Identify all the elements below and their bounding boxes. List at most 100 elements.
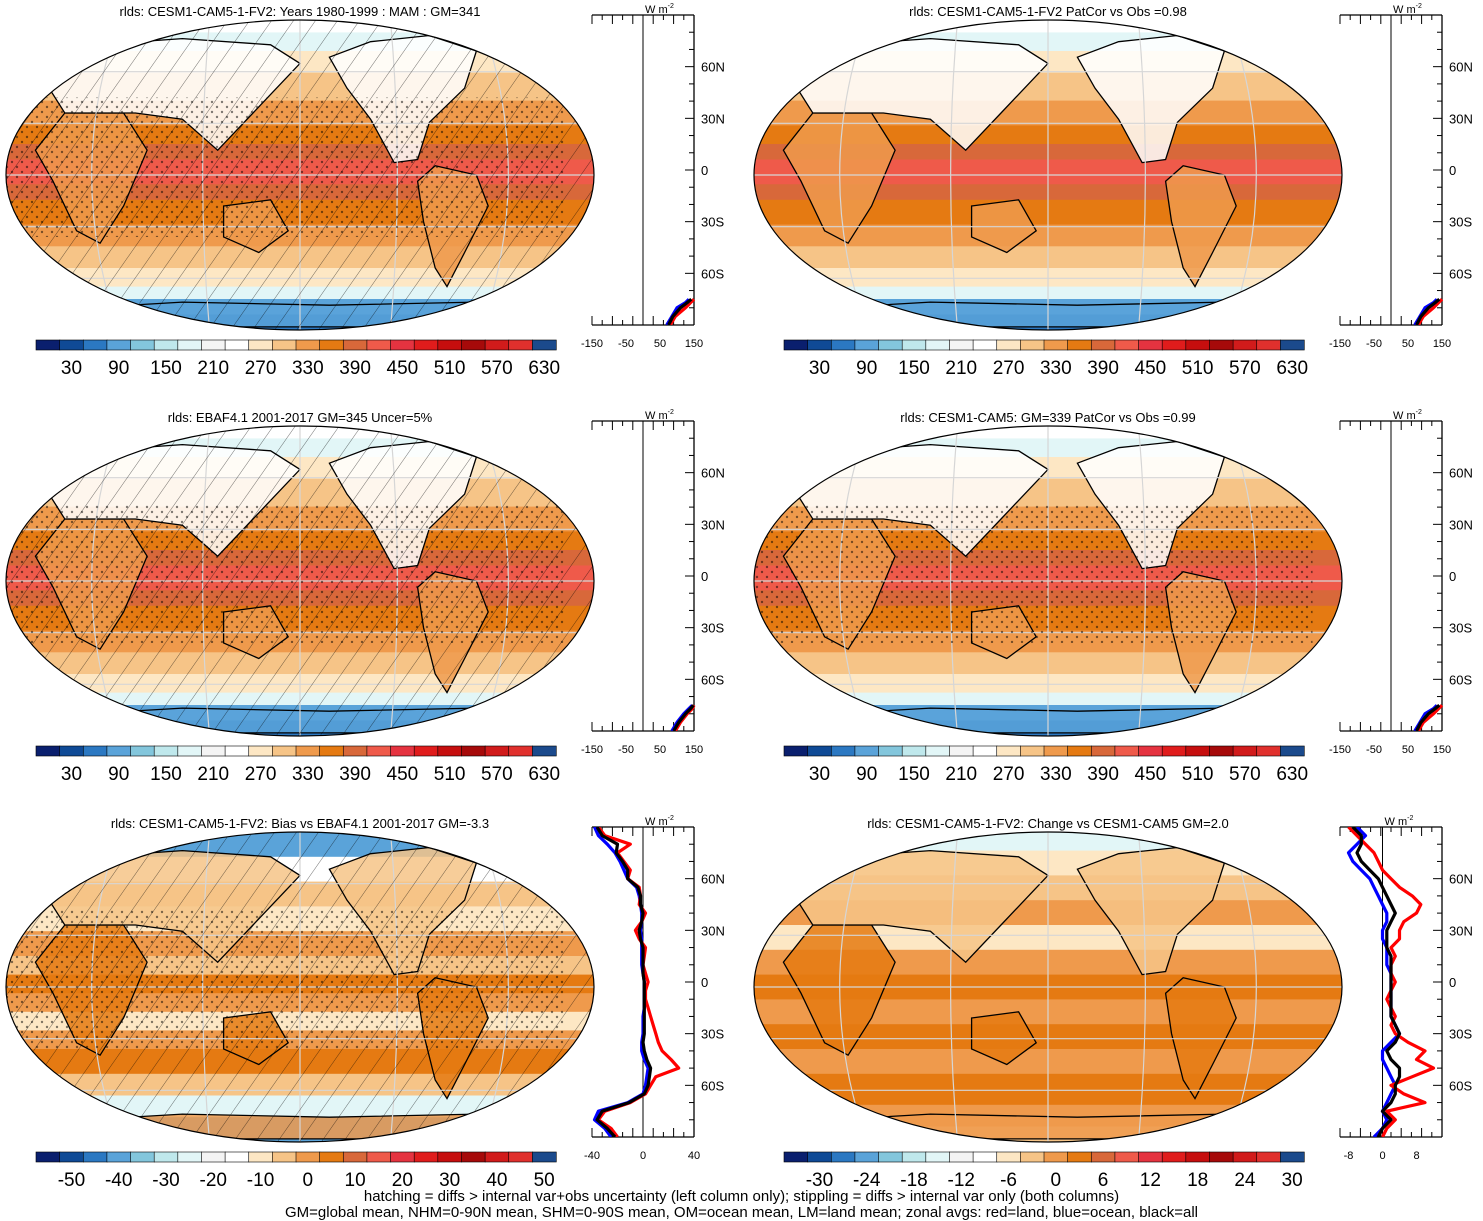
colorbar-cell [1138, 745, 1163, 757]
colorbar-label: 630 [528, 358, 560, 379]
zonal-lat-label: 60S [1449, 1078, 1472, 1093]
colorbar-label: 450 [387, 358, 419, 379]
colorbar-cell [295, 339, 321, 351]
colorbar: -30 -24 -18 -12 -6 0 6 12 18 24 30 [783, 1151, 1305, 1191]
map-4 [754, 426, 1342, 736]
map-5 [6, 832, 594, 1142]
colorbar-cell [295, 1151, 321, 1163]
zonal-x-label: -50 [1366, 338, 1382, 350]
stippling-overlay [6, 97, 565, 237]
zonal-x-label: -50 [1366, 744, 1382, 756]
map-border [5, 19, 595, 331]
zonal-x-label: -40 [584, 1150, 600, 1162]
colorbar-cell [1043, 1151, 1069, 1163]
zonal-unit-exponent: -2 [668, 409, 674, 416]
zonal-x-label: 40 [688, 1150, 700, 1162]
colorbar-cell [1114, 339, 1140, 351]
zonal-plot: 60N 30N 0 30S 60S -150 -50 50 150 W m-2 [581, 409, 725, 756]
colorbar-label: 390 [1087, 764, 1119, 785]
colorbar-cell [807, 339, 832, 351]
colorbar-cell [153, 745, 179, 757]
zonal-unit: W m-2 [1385, 815, 1414, 828]
colorbar-label: 10 [345, 1170, 366, 1191]
colorbar-cell [1090, 1151, 1116, 1163]
zonal-lat-label: 30S [701, 621, 724, 636]
continent-antarctica [824, 707, 1296, 734]
zonal-x-label: 0 [1379, 1150, 1385, 1162]
colorbar-cell [783, 1151, 809, 1163]
zonal-lat-label: 60N [1449, 60, 1473, 75]
colorbar-cell [949, 339, 974, 351]
colorbar-cell [413, 745, 439, 757]
colorbar-label: 510 [1182, 764, 1214, 785]
colorbar: 30 90 150 210 270 330 390 450 510 570 630 [783, 745, 1308, 785]
zonal-line-all [1351, 827, 1402, 1137]
colorbar-cell [878, 745, 903, 757]
zonal-plot: 60N 30N 0 30S 60S -150 -50 50 150 W m-2 [1329, 409, 1473, 756]
colorbar-cell [413, 1151, 439, 1163]
zonal-unit: W m-2 [1393, 409, 1422, 422]
colorbar-cell [1256, 1151, 1281, 1163]
panel-4: rlds: CESM1-CAM5: GM=339 PatCor vs Obs =… [753, 409, 1473, 785]
zonal-lat-label: 60S [1449, 672, 1472, 687]
zonal-x-label: 150 [685, 744, 703, 756]
colorbar-cell [201, 745, 226, 757]
colorbar-cell [461, 1151, 486, 1163]
colorbar-label: 450 [1135, 358, 1167, 379]
panel-title: rlds: CESM1-CAM5-1-FV2: Years 1980-1999 … [120, 4, 481, 19]
zonal-lat-label: 60N [1449, 872, 1473, 887]
colorbar-cell [854, 339, 880, 351]
zonal-line-all [672, 704, 695, 731]
stippling-overlay [754, 503, 1313, 643]
map-border [5, 831, 595, 1143]
colorbar-label: 90 [108, 358, 129, 379]
zonal-x-label: 150 [685, 338, 703, 350]
colorbar-cell [59, 339, 84, 351]
map-border [753, 425, 1343, 737]
colorbar-cell [437, 1151, 463, 1163]
colorbar-cell [996, 1151, 1021, 1163]
colorbar-label: 30 [61, 358, 82, 379]
colorbar-cell [508, 745, 533, 757]
zonal-x-label: 50 [654, 744, 666, 756]
stippling-overlay [6, 503, 565, 643]
colorbar-cell [1161, 339, 1187, 351]
colorbar-label: 150 [898, 358, 930, 379]
colorbar-label: 510 [434, 764, 466, 785]
zonal-plot: 60N 30N 0 30S 60S -8 0 8 W m-2 [1339, 815, 1473, 1162]
zonal-line-all [667, 297, 693, 325]
continent-namerica [1076, 846, 1226, 976]
colorbar-cell [1090, 745, 1116, 757]
colorbar-cell [1020, 339, 1045, 351]
colorbar-cell [319, 745, 344, 757]
zonal-line-land [1347, 827, 1436, 1137]
zonal-lat-label: 30S [701, 1027, 724, 1042]
zonal-line-land [596, 827, 681, 1137]
colorbar-label: 570 [1229, 764, 1261, 785]
panels: rlds: CESM1-CAM5-1-FV2: Years 1980-1999 … [5, 3, 1473, 1191]
zonal-unit: W m-2 [645, 3, 674, 16]
stippling-overlay [6, 909, 565, 1049]
zonal-lat-label: 30S [701, 215, 724, 230]
panel-title: rlds: CESM1-CAM5-1-FV2: Change vs CESM1-… [867, 816, 1229, 831]
colorbar-cell [272, 339, 297, 351]
zonal-x-label: 50 [654, 338, 666, 350]
zonal-unit: W m-2 [645, 815, 674, 828]
zonal-lat-label: 60S [1449, 266, 1472, 281]
colorbar-label: 150 [150, 358, 182, 379]
colorbar: 30 90 150 210 270 330 390 450 510 570 630 [783, 339, 1308, 379]
colorbar-cell [830, 745, 856, 757]
colorbar-label: 20 [392, 1170, 413, 1191]
zonal-lat-label: 0 [1449, 163, 1456, 178]
colorbar-cell [272, 1151, 297, 1163]
colorbar-cell [972, 339, 998, 351]
colorbar-cell [1020, 1151, 1045, 1163]
colorbar-label: 90 [856, 358, 877, 379]
continent-namerica [1076, 34, 1226, 164]
colorbar-cell [201, 1151, 226, 1163]
colorbar-cell [224, 339, 250, 351]
colorbar-label: 12 [1140, 1170, 1161, 1191]
zonal-lat-label: 30N [1449, 923, 1473, 938]
colorbar: -50 -40 -30 -20 -10 0 10 20 30 40 50 [35, 1151, 557, 1191]
colorbar-cell [1043, 339, 1069, 351]
